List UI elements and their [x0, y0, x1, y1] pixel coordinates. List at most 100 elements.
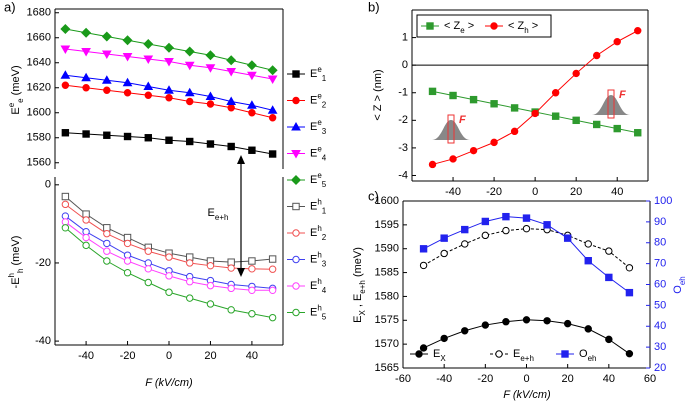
marker — [613, 124, 621, 133]
x-tick-label: -40 — [436, 373, 452, 385]
x-tick-label: -40 — [445, 186, 461, 198]
text-part: E — [310, 147, 317, 159]
x-tick-label: 20 — [562, 373, 574, 385]
marker — [122, 53, 133, 62]
marker — [419, 261, 428, 270]
marker — [144, 91, 152, 99]
y-tick-label: 0 — [402, 59, 408, 71]
marker — [82, 233, 90, 242]
x-tick-label: -60 — [395, 373, 411, 385]
marker — [82, 130, 90, 138]
y-tick-label: 1600 — [375, 195, 399, 207]
x-tick-label: 40 — [246, 350, 258, 362]
marker — [103, 131, 111, 139]
marker — [605, 273, 613, 282]
marker — [572, 116, 580, 125]
marker — [184, 61, 195, 71]
text-part: X — [440, 354, 446, 363]
marker — [428, 87, 437, 96]
legend-label: Eh5 — [310, 303, 327, 321]
y-tick-label: 1565 — [375, 362, 399, 374]
marker — [605, 335, 613, 344]
marker — [490, 22, 498, 30]
y2-tick-label: 20 — [654, 362, 666, 374]
y2-tick-label: 80 — [654, 237, 666, 249]
marker — [634, 26, 642, 35]
x-tick-label: -40 — [78, 350, 94, 362]
marker — [82, 84, 90, 92]
marker — [440, 249, 448, 258]
arrow-head — [237, 268, 245, 277]
text-part: 5 — [322, 180, 327, 189]
marker — [164, 58, 174, 67]
marker — [268, 265, 277, 273]
text-part: h — [317, 303, 321, 312]
marker — [206, 281, 215, 290]
marker — [561, 350, 569, 358]
y-tick-label: -1 — [398, 87, 408, 99]
text-part: e — [317, 91, 322, 100]
marker — [268, 286, 277, 295]
marker — [415, 350, 423, 358]
legend-label: < Zh > — [508, 20, 538, 35]
text-part: e — [317, 65, 322, 74]
marker — [419, 344, 428, 352]
y-tick-label: -3 — [398, 142, 408, 154]
marker — [206, 261, 215, 270]
legend-label: < Ze > — [444, 20, 474, 35]
text-part: h — [524, 26, 528, 35]
marker — [543, 221, 551, 229]
y-tick-label: -2 — [398, 114, 408, 126]
marker — [61, 129, 70, 137]
marker — [144, 278, 152, 287]
marker — [625, 264, 634, 272]
y-tick-label: 1590 — [375, 243, 399, 255]
marker — [226, 55, 237, 66]
text-part: eh — [678, 276, 685, 285]
icon-label: F — [459, 114, 466, 126]
marker — [103, 247, 111, 255]
marker — [123, 89, 132, 97]
marker — [292, 229, 300, 237]
marker — [267, 65, 278, 76]
marker — [461, 225, 469, 234]
text-part: E — [352, 316, 364, 323]
text-part: 4 — [322, 153, 327, 162]
marker — [267, 75, 278, 85]
x-tick-label: 60 — [644, 373, 656, 385]
text-part: 5 — [322, 312, 327, 321]
marker — [481, 231, 490, 240]
legend-label: Oeh — [579, 348, 596, 363]
panel-label: b) — [368, 0, 380, 14]
marker — [522, 316, 531, 324]
y-axis-label: Eee (meV) — [7, 65, 25, 114]
text-part: O — [579, 348, 588, 360]
marker — [490, 100, 498, 108]
text-part: h — [16, 269, 25, 273]
x-tick-label: 20 — [204, 350, 216, 362]
y-tick-label: 1580 — [375, 290, 399, 302]
text-part: X — [358, 310, 367, 316]
marker — [143, 55, 154, 65]
x-axis-label: F (kV/cm) — [503, 389, 551, 401]
arrow-head — [237, 155, 245, 164]
marker — [563, 234, 572, 242]
text-part: E — [310, 306, 317, 318]
legend-label: Ee+h — [513, 348, 534, 363]
text-part: < Z — [508, 20, 524, 32]
marker — [206, 300, 215, 308]
marker — [502, 212, 510, 221]
marker — [101, 31, 112, 42]
marker — [123, 269, 132, 277]
marker — [81, 48, 91, 57]
marker — [205, 50, 216, 61]
marker — [103, 257, 111, 265]
marker — [165, 253, 173, 261]
y-tick-label: 1600 — [27, 107, 51, 119]
marker — [60, 70, 71, 79]
legend-box — [416, 14, 552, 38]
x-tick-label: -20 — [120, 350, 136, 362]
y2-tick-label: 70 — [654, 258, 666, 270]
marker — [81, 72, 91, 82]
text-part: e — [7, 102, 16, 107]
